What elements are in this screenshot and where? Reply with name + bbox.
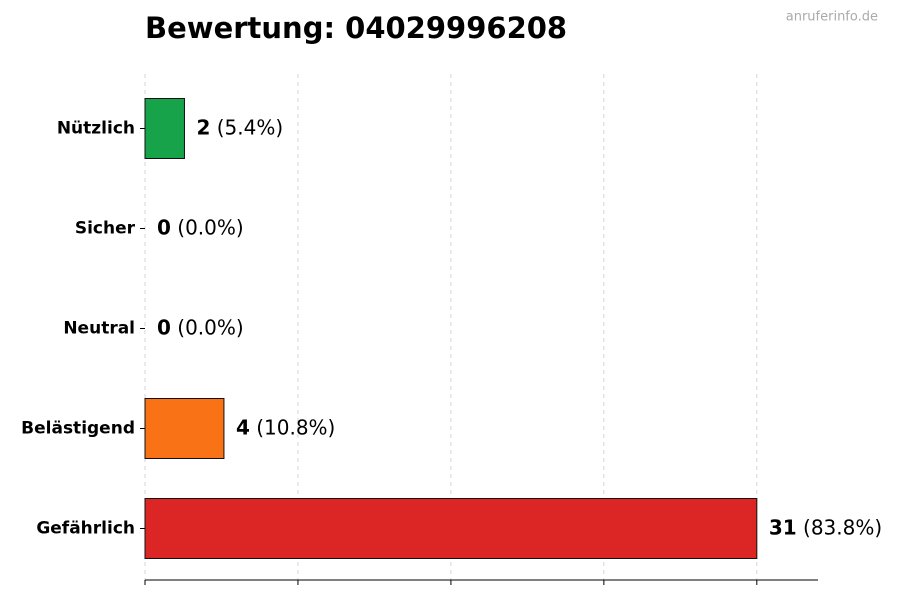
y-tick-label: Neutral bbox=[63, 319, 135, 339]
value-percent: (5.4%) bbox=[217, 115, 283, 139]
value-percent: (0.0%) bbox=[177, 315, 243, 339]
value-percent: (10.8%) bbox=[256, 415, 335, 439]
value-count: 0 bbox=[157, 215, 171, 239]
y-tick-label: Belästigend bbox=[21, 419, 135, 439]
watermark: anruferinfo.de bbox=[786, 10, 878, 25]
bar bbox=[144, 498, 758, 559]
value-percent: (83.8%) bbox=[803, 515, 882, 539]
value-count: 0 bbox=[157, 315, 171, 339]
value-percent: (0.0%) bbox=[177, 215, 243, 239]
data-label: 0 (0.0%) bbox=[157, 215, 244, 239]
y-tick-label: Gefährlich bbox=[36, 519, 135, 539]
y-tick-label: Nützlich bbox=[57, 119, 135, 139]
data-label: 31 (83.8%) bbox=[769, 515, 882, 539]
bar bbox=[144, 398, 225, 459]
data-label: 0 (0.0%) bbox=[157, 315, 244, 339]
data-label: 4 (10.8%) bbox=[236, 415, 335, 439]
chart-title: Bewertung: 04029996208 bbox=[145, 11, 567, 45]
y-tick-label: Sicher bbox=[75, 219, 136, 239]
bar bbox=[144, 98, 185, 159]
value-count: 31 bbox=[769, 515, 797, 539]
value-count: 4 bbox=[236, 415, 250, 439]
value-count: 2 bbox=[196, 115, 210, 139]
data-label: 2 (5.4%) bbox=[196, 115, 283, 139]
